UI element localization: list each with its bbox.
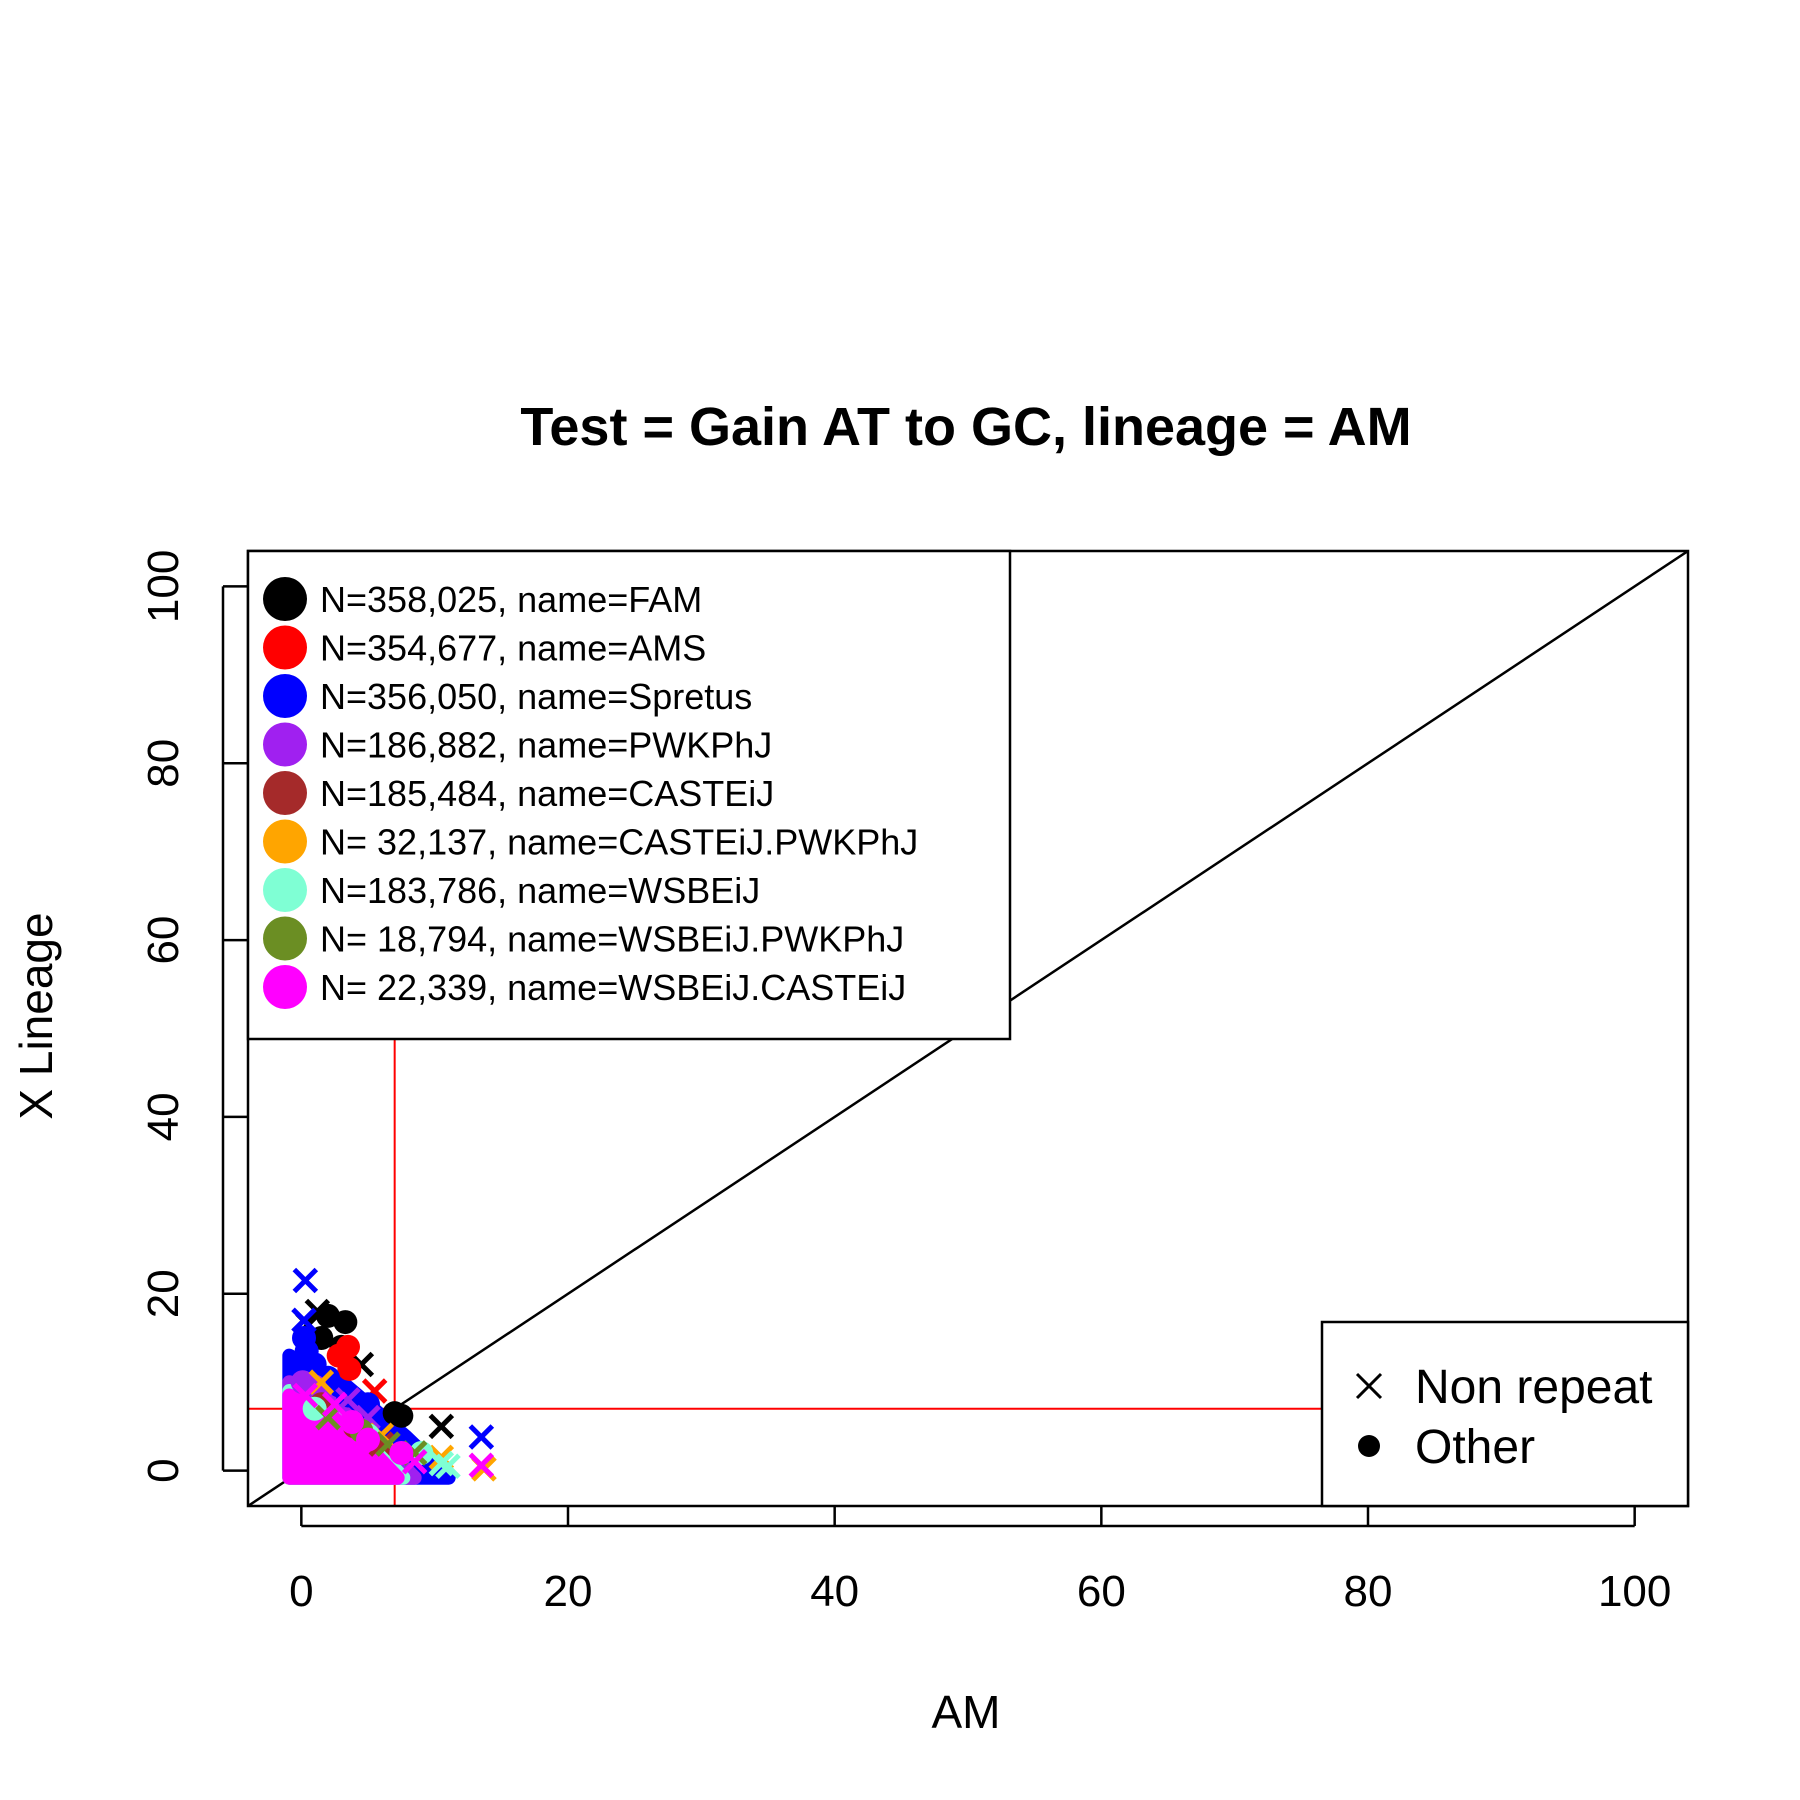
shape-legend-marker — [1355, 1372, 1383, 1400]
data-point-stroke — [292, 1267, 319, 1294]
y-tick-label: 60 — [139, 916, 188, 965]
shape-legend: Non repeat Other — [1320, 1320, 1690, 1508]
shape-legend-marker — [1358, 1435, 1380, 1457]
data-point-stroke — [292, 1382, 319, 1409]
y-tick-label: 40 — [139, 1092, 188, 1141]
x-tick-label: 0 — [289, 1567, 313, 1616]
data-point-stroke — [435, 1453, 461, 1479]
y-axis-label: X Lineage — [10, 912, 62, 1119]
legend-box — [246, 549, 1012, 1041]
x-tick-label: 20 — [544, 1567, 593, 1616]
y-tick-label: 0 — [139, 1458, 188, 1482]
data-point-stroke — [321, 1391, 348, 1418]
legend-marker — [263, 771, 307, 815]
legend-marker — [263, 577, 307, 621]
legend-marker — [263, 916, 307, 961]
y-tick-label: 80 — [139, 739, 188, 788]
data-point-stroke — [304, 1298, 331, 1325]
data-point — [389, 1440, 414, 1465]
data-point — [401, 1449, 428, 1475]
legend-label: N=186,882, name=PWKPhJ — [320, 725, 772, 766]
data-point-stroke — [468, 1424, 495, 1450]
x-tick-label: 40 — [810, 1567, 859, 1616]
legend-label: N=354,677, name=AMS — [320, 628, 706, 669]
legend-marker — [263, 965, 307, 1009]
plot-inner — [248, 551, 1688, 1506]
data-point-stroke — [468, 1452, 495, 1479]
data-point — [428, 1413, 455, 1440]
plot-area: 0 20 40 60 80 100 0 20 40 60 80 100 N=358,025, name=… — [139, 549, 1690, 1616]
legend-label: N=356,050, name=Spretus — [320, 676, 752, 717]
legend-marker — [263, 868, 307, 912]
legend-label: N=185,484, name=CASTEiJ — [320, 773, 774, 814]
shape-legend-label: Non repeat — [1415, 1361, 1653, 1414]
y-tick-label: 20 — [139, 1269, 188, 1318]
legend-marker — [263, 819, 307, 864]
data-point-stroke — [375, 1431, 401, 1457]
data-point — [321, 1391, 348, 1418]
y-tick-label: 100 — [139, 550, 188, 623]
series-0 — [295, 1298, 455, 1440]
data-point — [302, 1396, 327, 1421]
chart-title: Test = Gain AT to GC, lineage = AM — [520, 397, 1411, 457]
legend: N=358,025, name=FAM N=354,677, name=AMS N=… — [246, 549, 1012, 1041]
legend-label: N= 18,794, name=WSBEiJ.PWKPhJ — [320, 919, 904, 960]
data-point — [315, 1404, 341, 1431]
data-point-stroke — [428, 1413, 455, 1440]
legend-marker — [263, 625, 307, 670]
legend-label: N= 22,339, name=WSBEiJ.CASTEiJ — [320, 967, 906, 1008]
data-point-stroke — [401, 1449, 428, 1475]
legend-label: N=183,786, name=WSBEiJ — [320, 870, 760, 911]
legend-label: N=358,025, name=FAM — [320, 579, 702, 620]
data-point — [468, 1452, 495, 1479]
data-point — [291, 1307, 317, 1334]
data-point-stroke — [315, 1404, 341, 1431]
legend-label: N= 32,137, name=CASTEiJ.PWKPhJ — [320, 822, 918, 863]
series-8 — [292, 1382, 495, 1479]
data-point — [428, 1450, 455, 1477]
shape-legend-label: Other — [1415, 1421, 1535, 1474]
data-point — [304, 1298, 331, 1325]
data-point — [340, 1409, 364, 1434]
data-point — [336, 1383, 360, 1408]
data-point — [389, 1403, 414, 1428]
data-point — [337, 1356, 362, 1381]
data-point — [435, 1453, 461, 1479]
data-point — [292, 1382, 319, 1409]
data-point — [356, 1427, 380, 1452]
x-tick-label: 80 — [1344, 1567, 1393, 1616]
x-tick-label: 60 — [1077, 1567, 1126, 1616]
data-point-stroke — [368, 1431, 395, 1457]
legend-marker — [263, 674, 307, 718]
data-point — [468, 1424, 495, 1450]
data-point — [333, 1310, 358, 1335]
shape-legend-marker-stroke — [1355, 1372, 1383, 1400]
data-point-stroke — [428, 1450, 455, 1477]
x-axis-label: AM — [932, 1686, 1001, 1738]
x-tick-label: 100 — [1598, 1567, 1671, 1616]
legend-marker — [263, 722, 307, 767]
shape-legend-box — [1320, 1320, 1690, 1508]
data-point-stroke — [291, 1307, 317, 1334]
data-point — [292, 1267, 319, 1294]
